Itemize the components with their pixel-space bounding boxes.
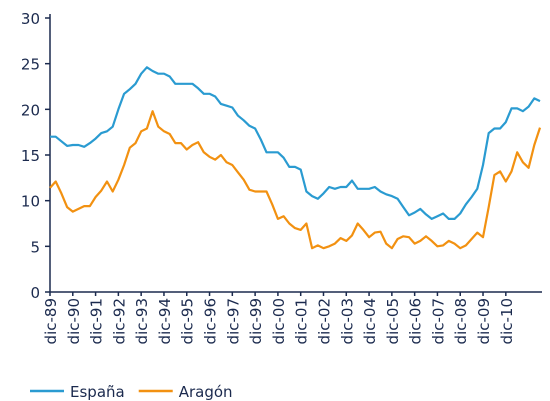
x-tick-label: dic-00 [270, 298, 288, 344]
legend-label: Aragón [179, 383, 233, 401]
x-tick-label: dic-90 [65, 298, 83, 344]
series-line [49, 110, 542, 250]
x-tick-label: dic-01 [293, 298, 311, 344]
series-line [50, 66, 541, 220]
x-tick-label: dic-05 [384, 298, 402, 344]
x-tick-label: dic-09 [475, 298, 493, 344]
y-tick-label: 20 [21, 101, 40, 119]
x-tick-label: dic-04 [361, 298, 379, 344]
y-tick-label: 5 [30, 238, 40, 256]
x-tick-label: dic-96 [202, 298, 220, 344]
x-tick-label: dic-89 [42, 298, 60, 344]
x-tick-label: dic-95 [179, 298, 197, 344]
y-tick-label: 10 [21, 193, 40, 211]
x-tick-label: dic-91 [88, 298, 106, 344]
legend-label: España [70, 383, 125, 401]
y-tick-label: 0 [30, 284, 40, 302]
x-tick-label: dic-02 [315, 298, 333, 344]
x-tick-label: dic-93 [133, 298, 151, 344]
x-tick-label: dic-10 [498, 298, 516, 344]
y-tick-label: 25 [21, 56, 40, 74]
x-tick-label: dic-97 [224, 298, 242, 344]
x-tick-label: dic-06 [407, 298, 425, 344]
x-tick-label: dic-08 [452, 298, 470, 344]
y-tick-label: 15 [21, 147, 40, 165]
x-tick-label: dic-94 [156, 298, 174, 344]
x-tick-label: dic-03 [338, 298, 356, 344]
x-tick-label: dic-07 [429, 298, 447, 344]
x-tick-label: dic-99 [247, 298, 265, 344]
y-tick-label: 30 [21, 10, 40, 28]
x-tick-label: dic-92 [110, 298, 128, 344]
